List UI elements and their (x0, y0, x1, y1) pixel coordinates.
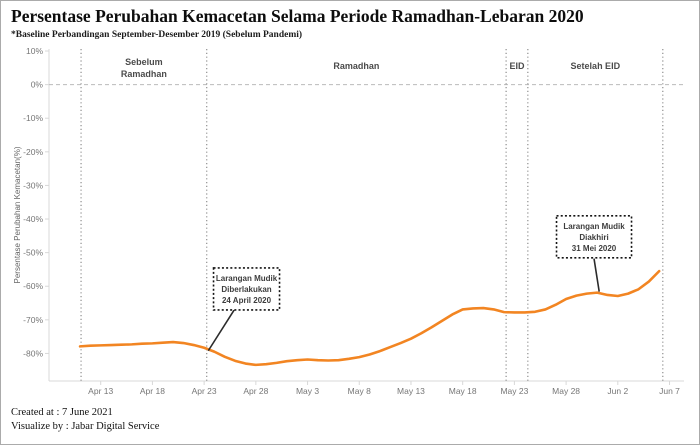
chart-footer: Created at : 7 June 2021 Visualize by : … (11, 406, 159, 434)
annotation-text: Diberlakukan (221, 285, 271, 294)
section-label: EID (509, 61, 525, 71)
annotation-leader-line (207, 309, 235, 352)
y-tick-label: 0% (31, 80, 44, 90)
x-tick-label: Apr 23 (192, 386, 217, 396)
y-tick-label: -70% (23, 315, 43, 325)
section-label: Ramadhan (333, 61, 379, 71)
x-tick-label: May 23 (500, 386, 528, 396)
annotation-box (555, 215, 633, 259)
visualize-by-text: Visualize by : Jabar Digital Service (11, 421, 160, 432)
y-axis-title: Persentase Perubahan Kemacetan(%) (13, 146, 22, 283)
annotation-box (212, 267, 281, 311)
x-tick-label: Jun 2 (607, 386, 628, 396)
x-tick-label: Apr 18 (140, 386, 165, 396)
y-tick-label: -40% (23, 214, 43, 224)
series-line (78, 269, 661, 367)
section-label: Setelah EID (571, 61, 621, 71)
x-tick-label: May 28 (552, 386, 580, 396)
x-tick-label: May 13 (397, 386, 425, 396)
annotation-text: 24 April 2020 (222, 296, 272, 305)
annotation-text: Larangan Mudik (216, 274, 278, 283)
chart-title: Persentase Perubahan Kemacetan Selama Pe… (11, 6, 584, 26)
section-label: Ramadhan (121, 69, 167, 79)
chart-subtitle: *Baseline Perbandingan September-Desembe… (11, 30, 303, 40)
annotation-text: 31 Mei 2020 (572, 244, 617, 253)
y-tick-label: -30% (23, 180, 43, 190)
y-tick-label: -20% (23, 147, 43, 157)
x-tick-label: May 8 (348, 386, 371, 396)
x-tick-label: Jun 7 (659, 386, 680, 396)
annotation-leader-line (593, 258, 600, 292)
x-tick-label: May 3 (296, 386, 319, 396)
created-at-text: Created at : 7 June 2021 (11, 407, 113, 418)
y-tick-label: -10% (23, 113, 43, 123)
y-tick-label: -50% (23, 248, 43, 258)
annotation-text: Diakhiri (579, 233, 608, 242)
y-tick-label: -60% (23, 281, 43, 291)
x-tick-label: May 18 (449, 386, 477, 396)
x-tick-label: Apr 28 (243, 386, 268, 396)
section-label: Sebelum (125, 57, 163, 67)
annotation-text: Larangan Mudik (563, 222, 625, 231)
x-tick-label: Apr 13 (88, 386, 113, 396)
y-tick-label: -80% (23, 348, 43, 358)
y-tick-label: 10% (26, 46, 43, 56)
